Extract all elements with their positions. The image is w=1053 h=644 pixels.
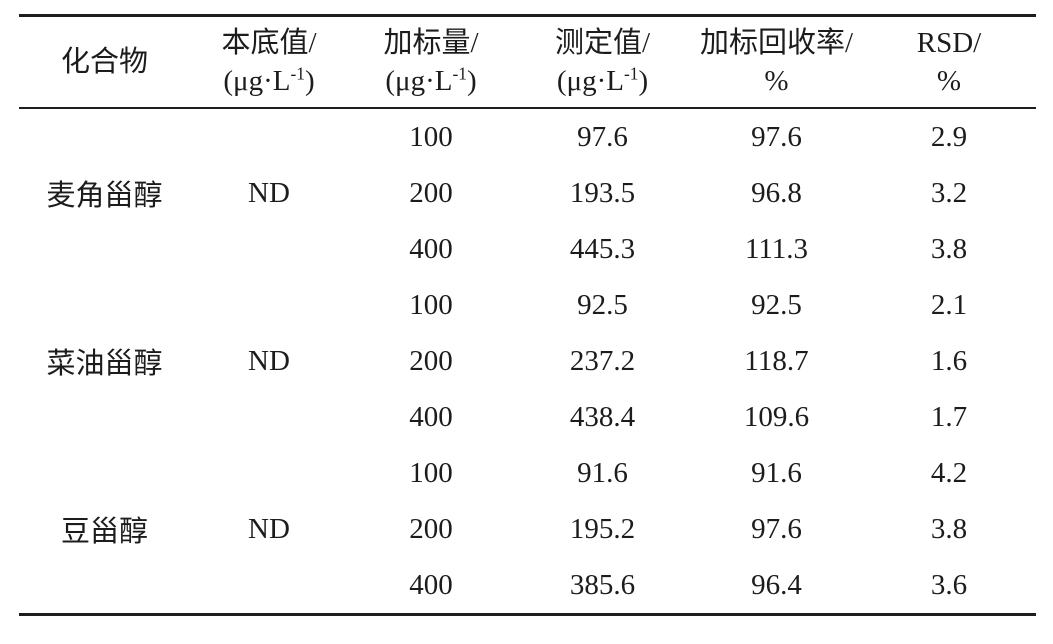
col-unit: (μg·L-1) bbox=[190, 62, 348, 100]
page: 化合物 本底值/ (μg·L-1) 加标量/ (μg·L-1) 测定值/ (μg… bbox=[0, 14, 1053, 616]
col-title: 加标回收率/ bbox=[699, 27, 854, 59]
unit-superscript: -1 bbox=[623, 63, 639, 84]
col-title: 加标量/ bbox=[383, 27, 479, 59]
spike-amount-cell: 400 bbox=[409, 568, 453, 601]
unit-superscript: -1 bbox=[290, 63, 305, 84]
compound-cell: 豆甾醇 bbox=[60, 516, 148, 548]
unit-text: (μg·L bbox=[556, 65, 624, 97]
col-header-compound: 化合物 bbox=[19, 15, 190, 109]
measured-value-cell: 445.3 bbox=[569, 232, 636, 265]
rsd-cell: 3.8 bbox=[930, 512, 968, 545]
rsd-cell: 1.7 bbox=[930, 400, 968, 433]
measured-value-cell: 97.6 bbox=[577, 120, 628, 153]
recovery-rate-cell: 118.7 bbox=[744, 344, 809, 377]
table-body: 麦角甾醇 ND 100 97.6 97.6 2.9 200 193.5 96.8… bbox=[19, 108, 1036, 615]
table-row: 400 385.6 96.4 3.6 bbox=[19, 557, 1036, 615]
table-row: 200 237.2 118.7 1.6 bbox=[19, 333, 1036, 389]
col-unit: (μg·L-1) bbox=[514, 62, 691, 100]
table-row: 200 195.2 97.6 3.8 bbox=[19, 501, 1036, 557]
unit-text: ) bbox=[466, 65, 477, 97]
col-title: 测定值/ bbox=[554, 27, 651, 59]
spike-amount-cell: 100 bbox=[409, 120, 453, 153]
rsd-cell: 2.1 bbox=[930, 288, 968, 321]
rsd-cell: 1.6 bbox=[930, 344, 968, 377]
spike-amount-cell: 400 bbox=[409, 232, 453, 265]
background-value-cell: ND bbox=[248, 176, 290, 209]
measured-value-cell: 237.2 bbox=[569, 344, 636, 377]
col-unit: (μg·L-1) bbox=[348, 62, 514, 100]
measured-value-cell: 438.4 bbox=[569, 400, 636, 433]
compound-cell: 菜油甾醇 bbox=[46, 348, 163, 380]
unit-text: (μg·L bbox=[223, 65, 291, 97]
table-row: 400 438.4 109.6 1.7 bbox=[19, 389, 1036, 445]
measured-value-cell: 385.6 bbox=[569, 568, 636, 601]
spike-recovery-table: 化合物 本底值/ (μg·L-1) 加标量/ (μg·L-1) 测定值/ (μg… bbox=[19, 14, 1036, 616]
table-row: 400 445.3 111.3 3.8 bbox=[19, 221, 1036, 277]
compound-cell: 麦角甾醇 bbox=[46, 180, 163, 212]
recovery-rate-cell: 97.6 bbox=[751, 120, 802, 153]
header-row: 化合物 本底值/ (μg·L-1) 加标量/ (μg·L-1) 测定值/ (μg… bbox=[19, 15, 1036, 109]
rsd-cell: 3.8 bbox=[930, 232, 968, 265]
rsd-cell: 4.2 bbox=[930, 456, 968, 489]
unit-text: (μg·L bbox=[385, 65, 453, 97]
table-row: 麦角甾醇 ND 100 97.6 97.6 2.9 bbox=[19, 108, 1036, 213]
recovery-rate-cell: 91.6 bbox=[751, 456, 802, 489]
recovery-rate-cell: 111.3 bbox=[744, 232, 809, 265]
col-header-rsd: RSD/ % bbox=[862, 15, 1036, 109]
measured-value-cell: 92.5 bbox=[577, 288, 628, 321]
measured-value-cell: 193.5 bbox=[569, 176, 636, 209]
table-row: 200 193.5 96.8 3.2 bbox=[19, 165, 1036, 221]
measured-value-cell: 195.2 bbox=[569, 512, 636, 545]
rsd-cell: 2.9 bbox=[930, 120, 968, 153]
col-unit: % bbox=[764, 65, 789, 97]
unit-text: ) bbox=[304, 65, 315, 97]
recovery-rate-cell: 97.6 bbox=[751, 512, 802, 545]
unit-text: ) bbox=[638, 65, 649, 97]
background-value-cell: ND bbox=[248, 512, 290, 545]
col-header-spike-amount: 加标量/ (μg·L-1) bbox=[348, 15, 514, 109]
recovery-rate-cell: 96.8 bbox=[751, 176, 802, 209]
background-value-cell: ND bbox=[248, 344, 290, 377]
col-title: 本底值/ bbox=[221, 27, 317, 59]
spike-amount-cell: 200 bbox=[409, 176, 453, 209]
rsd-cell: 3.6 bbox=[930, 568, 968, 601]
spike-amount-cell: 200 bbox=[409, 512, 453, 545]
rsd-cell: 3.2 bbox=[930, 176, 968, 209]
col-title: RSD/ bbox=[916, 27, 982, 59]
col-header-measured-value: 测定值/ (μg·L-1) bbox=[514, 15, 691, 109]
measured-value-cell: 91.6 bbox=[577, 456, 628, 489]
col-header-background-value: 本底值/ (μg·L-1) bbox=[190, 15, 348, 109]
unit-superscript: -1 bbox=[452, 63, 467, 84]
spike-amount-cell: 200 bbox=[409, 344, 453, 377]
spike-amount-cell: 100 bbox=[409, 456, 453, 489]
col-title: 化合物 bbox=[60, 46, 148, 78]
recovery-rate-cell: 109.6 bbox=[743, 400, 810, 433]
table-row: 菜油甾醇 ND 100 92.5 92.5 2.1 bbox=[19, 277, 1036, 381]
spike-amount-cell: 400 bbox=[409, 400, 453, 433]
recovery-rate-cell: 96.4 bbox=[751, 568, 802, 601]
recovery-rate-cell: 92.5 bbox=[751, 288, 802, 321]
col-unit: % bbox=[936, 65, 962, 97]
spike-amount-cell: 100 bbox=[409, 288, 453, 321]
table-header: 化合物 本底值/ (μg·L-1) 加标量/ (μg·L-1) 测定值/ (μg… bbox=[19, 15, 1036, 109]
col-header-recovery-rate: 加标回收率/ % bbox=[691, 15, 862, 109]
table-row: 豆甾醇 ND 100 91.6 91.6 4.2 bbox=[19, 445, 1036, 549]
